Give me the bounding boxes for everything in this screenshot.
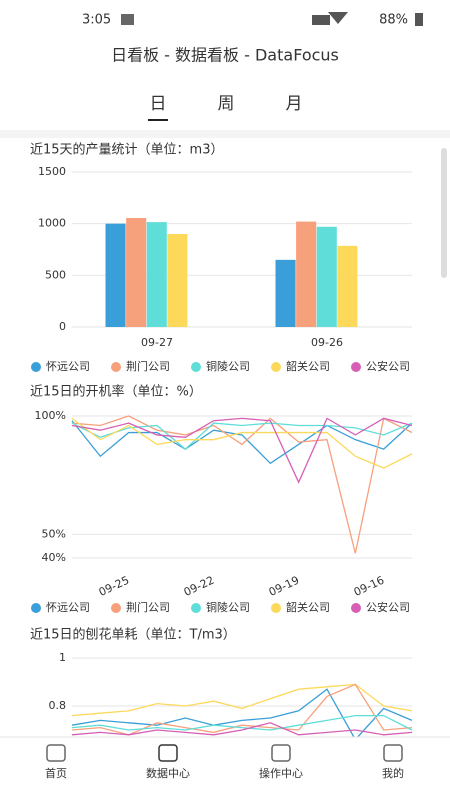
bar — [316, 226, 337, 327]
legend-swatch — [111, 362, 121, 372]
y-tick-label: 100% — [35, 409, 66, 422]
scrollbar — [441, 148, 447, 278]
legend-swatch — [351, 362, 361, 372]
bar — [275, 259, 296, 327]
nav-label[interactable]: 数据中心 — [146, 766, 190, 780]
nav-label[interactable]: 操作中心 — [259, 766, 303, 780]
legend-label: 荆门公司 — [126, 359, 170, 373]
status-icon — [312, 15, 330, 25]
status-battery — [415, 13, 423, 26]
charts: 近15天的产量统计（单位：m3） 0 500 1000 1500 09-27 09-26 怀远… — [30, 142, 413, 741]
legend-label: 公安公司 — [366, 600, 410, 614]
y-tick-label: 50% — [42, 527, 66, 540]
chart-title: 近15天的产量统计（单位：m3） — [30, 142, 223, 158]
line-series — [71, 420, 413, 465]
bar — [105, 223, 126, 327]
bar — [337, 245, 358, 327]
status-wifi — [328, 12, 348, 24]
line-series — [71, 417, 413, 469]
nav: 首页 数据中心 操作中心 我的 — [45, 744, 404, 780]
nav-label[interactable]: 首页 — [45, 766, 67, 780]
y-tick-label: 1 — [59, 651, 66, 664]
y-tick-label: 40% — [42, 551, 66, 564]
y-tick-label: 0.8 — [49, 699, 67, 712]
y-tick-label: 0 — [59, 320, 66, 333]
tab-indicator — [148, 119, 168, 121]
legend-label: 怀远公司 — [46, 601, 90, 614]
status-time: 3:05 — [82, 13, 111, 28]
x-tick-label: 09-27 — [141, 336, 173, 349]
line-series — [71, 417, 413, 484]
legend-swatch — [191, 362, 201, 372]
nav-icon[interactable] — [383, 744, 403, 762]
bar — [167, 234, 188, 327]
nav-bar — [0, 737, 450, 800]
legend-swatch — [191, 603, 201, 613]
line-series — [71, 722, 413, 736]
nav-label[interactable]: 我的 — [382, 766, 404, 780]
legend-swatch — [111, 603, 121, 613]
tab[interactable]: 日 — [150, 94, 167, 114]
tab[interactable]: 月 — [286, 94, 303, 114]
legend-swatch — [271, 603, 281, 613]
bar — [126, 217, 147, 327]
legend-label: 韶关公司 — [286, 600, 330, 614]
legend-swatch — [31, 603, 41, 613]
y-tick-label: 1000 — [38, 217, 66, 230]
status-battery-text: 88% — [379, 13, 408, 28]
chart-title: 近15日的刨花单耗（单位：T/m3） — [30, 627, 236, 643]
legend-swatch — [271, 362, 281, 372]
line-series — [71, 415, 413, 554]
x-tick-label: 09-26 — [311, 336, 343, 349]
header-title: 日看板 - 数据看板 - DataFocus — [111, 46, 339, 65]
nav-icon[interactable] — [271, 744, 291, 762]
bar — [146, 222, 167, 327]
y-tick-label: 1500 — [38, 165, 66, 178]
nav-icon[interactable] — [158, 744, 178, 762]
nav-icon[interactable] — [46, 744, 66, 762]
legend-label: 韶关公司 — [286, 359, 330, 373]
legend-label: 荆门公司 — [126, 600, 170, 614]
divider — [0, 130, 450, 138]
legend-swatch — [31, 362, 41, 372]
legend-label: 铜陵公司 — [206, 600, 250, 614]
tabs: 日周月 — [148, 94, 303, 121]
legend-swatch — [351, 603, 361, 613]
legend-label: 铜陵公司 — [206, 359, 250, 373]
line-series — [71, 714, 413, 731]
line-series — [71, 422, 413, 450]
chart-title: 近15日的开机率（单位：%） — [30, 384, 202, 400]
legend-label: 怀远公司 — [46, 360, 90, 373]
status-icon — [121, 14, 134, 25]
tab[interactable]: 周 — [218, 94, 235, 114]
legend-label: 公安公司 — [366, 359, 410, 373]
y-tick-label: 500 — [45, 268, 66, 281]
bar — [296, 221, 317, 327]
